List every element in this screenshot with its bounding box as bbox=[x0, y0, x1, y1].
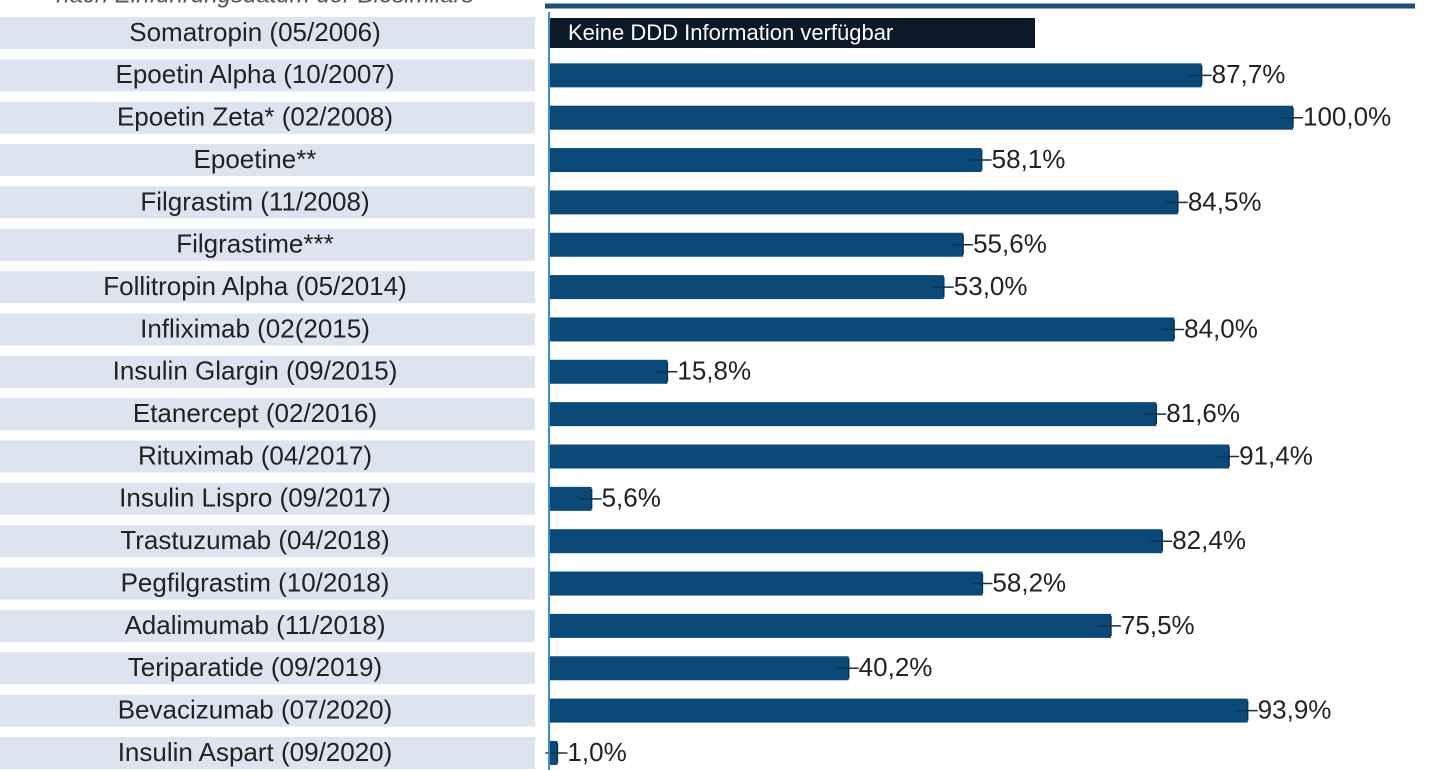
bar bbox=[550, 63, 1202, 88]
value-label: 15,8% bbox=[677, 356, 751, 386]
y-tick-label: Etanercept (02/2016) bbox=[133, 398, 377, 428]
value-label: 58,2% bbox=[992, 567, 1066, 597]
category-band bbox=[0, 652, 535, 685]
y-tick-label: Insulin Glargin (09/2015) bbox=[113, 356, 398, 386]
category-band bbox=[0, 694, 535, 727]
y-tick-label: Pegfilgrastim (10/2018) bbox=[121, 567, 390, 597]
bar bbox=[550, 656, 849, 681]
value-label: 91,4% bbox=[1239, 440, 1313, 470]
bar bbox=[550, 571, 983, 596]
y-tick-label: Teriparatide (09/2019) bbox=[128, 652, 382, 682]
y-tick-label: Epoetine** bbox=[194, 144, 317, 174]
y-tick-label: Bevacizumab (07/2020) bbox=[118, 694, 393, 724]
y-tick-label: Adalimumab (11/2018) bbox=[124, 610, 385, 640]
category-band bbox=[0, 271, 535, 304]
y-tick-label: Trastuzumab (04/2018) bbox=[120, 525, 389, 555]
category-band bbox=[0, 355, 535, 388]
annotation-box bbox=[550, 18, 1035, 48]
y-tick-label: Infliximab (02(2015) bbox=[140, 313, 370, 343]
category-band bbox=[0, 525, 535, 558]
bar bbox=[550, 613, 1111, 638]
category-band bbox=[0, 228, 535, 261]
category-band bbox=[0, 736, 535, 769]
category-band bbox=[0, 567, 535, 600]
category-band bbox=[0, 144, 535, 177]
bar bbox=[550, 359, 668, 384]
value-label: 58,1% bbox=[992, 144, 1066, 174]
value-label: 55,6% bbox=[973, 229, 1047, 259]
bar bbox=[550, 190, 1178, 215]
y-tick-label: Follitropin Alpha (05/2014) bbox=[103, 271, 407, 301]
value-label: 75,5% bbox=[1121, 610, 1195, 640]
category-band bbox=[0, 59, 535, 92]
value-label: 87,7% bbox=[1212, 59, 1286, 89]
value-label: 53,0% bbox=[954, 271, 1028, 301]
y-tick-label: Filgrastime*** bbox=[176, 229, 334, 259]
value-label: 84,5% bbox=[1188, 186, 1262, 216]
category-band bbox=[0, 101, 535, 134]
value-label: 82,4% bbox=[1172, 525, 1246, 555]
bar bbox=[550, 105, 1293, 130]
category-band bbox=[0, 398, 535, 431]
bar bbox=[550, 529, 1163, 554]
bar bbox=[550, 402, 1157, 427]
value-label: 5,6% bbox=[602, 483, 661, 513]
annotation: Keine DDD Information verfügbar bbox=[568, 20, 893, 45]
y-tick-label: Filgrastim (11/2008) bbox=[140, 186, 369, 216]
category-band bbox=[0, 440, 535, 473]
category-band bbox=[0, 313, 535, 346]
category-band bbox=[0, 609, 535, 642]
value-label: 93,9% bbox=[1258, 694, 1332, 724]
category-band bbox=[0, 17, 535, 49]
bar bbox=[550, 444, 1230, 469]
bar bbox=[550, 317, 1175, 342]
y-tick-label: Somatropin (05/2006) bbox=[129, 17, 380, 47]
value-label: 81,6% bbox=[1166, 398, 1240, 428]
bar bbox=[550, 275, 944, 300]
y-tick-label: Epoetin Zeta* (02/2008) bbox=[117, 102, 393, 132]
y-tick-label: Insulin Aspart (09/2020) bbox=[118, 737, 393, 767]
bar bbox=[550, 148, 982, 173]
value-label: 40,2% bbox=[859, 652, 933, 682]
subtitle: nach Einführungsdatum der Biosimilars bbox=[56, 0, 474, 8]
category-band bbox=[0, 482, 535, 515]
y-tick-label: Rituximab (04/2017) bbox=[138, 440, 372, 470]
y-tick-label: Epoetin Alpha (10/2007) bbox=[116, 59, 395, 89]
bar bbox=[550, 232, 964, 257]
value-label: 1,0% bbox=[567, 737, 626, 767]
value-label: 84,0% bbox=[1184, 313, 1258, 343]
bar bbox=[550, 698, 1248, 723]
y-tick-label: Insulin Lispro (09/2017) bbox=[119, 483, 391, 513]
category-band bbox=[0, 186, 535, 219]
value-label: 100,0% bbox=[1303, 102, 1391, 132]
